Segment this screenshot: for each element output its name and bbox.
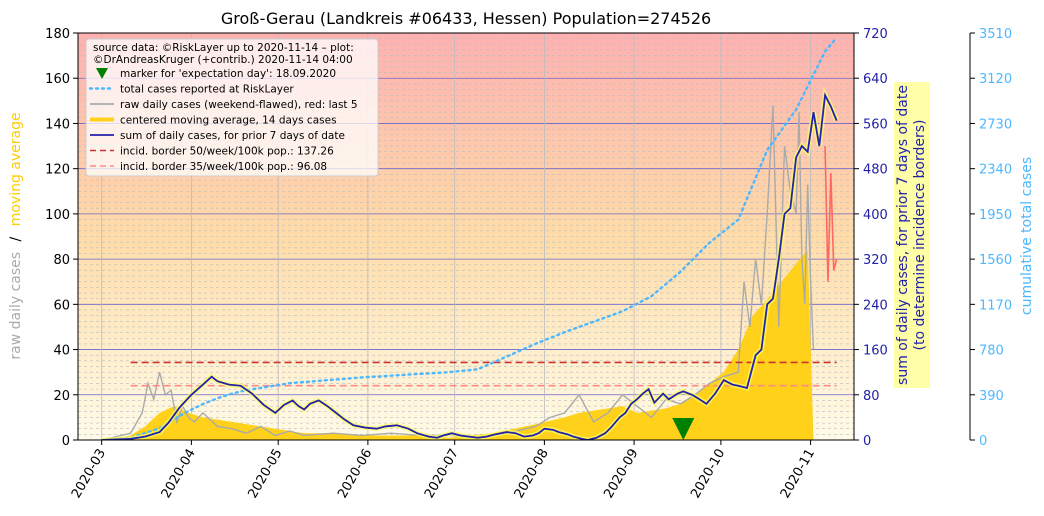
legend-item-label: sum of daily cases, for prior 7 days of … xyxy=(120,130,345,142)
y-right1-tick-label: 400 xyxy=(863,208,888,223)
legend: source data: ©RiskLayer up to 2020-11-14… xyxy=(85,38,379,177)
y-left-label-raw: raw daily cases xyxy=(8,252,24,360)
y-right1-tick-label: 160 xyxy=(863,344,888,359)
x-tick-label: 2020-06 xyxy=(335,447,375,502)
x-tick-label: 2020-09 xyxy=(601,447,641,502)
y-left-label-avg: moving average xyxy=(8,112,24,226)
y-left-label-sep: / xyxy=(8,236,24,241)
y-right1-tick-label: 480 xyxy=(863,163,888,178)
y-left-tick-label: 180 xyxy=(45,27,70,42)
y-right2-tick-label: 3510 xyxy=(979,27,1012,42)
x-tick-label: 2020-08 xyxy=(512,447,552,502)
y-left-tick-label: 80 xyxy=(53,253,70,268)
y-right1-label-line1: sum of daily cases, for prior 7 days of … xyxy=(895,85,911,385)
y-right1-tick-label: 720 xyxy=(863,27,888,42)
y-right1-tick-label: 320 xyxy=(863,253,888,268)
y-right2-tick-label: 2340 xyxy=(979,163,1012,178)
x-tick-label: 2020-11 xyxy=(778,447,818,502)
y-right1-tick-label: 0 xyxy=(863,434,871,449)
y-right2-tick-label: 1950 xyxy=(979,208,1012,223)
expectation-day-marker xyxy=(672,418,695,440)
x-tick-label: 2020-04 xyxy=(159,447,199,502)
x-tick-label: 2020-05 xyxy=(245,447,285,502)
recent-daily-cases-line xyxy=(824,146,838,282)
legend-item-label: incid. border 50/week/100k pop.: 137.26 xyxy=(120,146,334,158)
y-right2-tick-label: 1170 xyxy=(979,298,1012,313)
source-text-line2: ©DrAndreasKruger (+contrib.) 2020-11-14 … xyxy=(93,54,353,66)
y-right2-tick-label: 2730 xyxy=(979,117,1012,132)
legend-item-label: marker for 'expectation day': 18.09.2020 xyxy=(120,68,336,80)
x-tick-label: 2020-10 xyxy=(688,447,728,502)
y-left-tick-label: 0 xyxy=(62,434,70,449)
y-right2-label: cumulative total cases xyxy=(1019,157,1035,315)
source-text-line1: source data: ©RiskLayer up to 2020-11-14… xyxy=(93,42,354,54)
y-left-tick-label: 100 xyxy=(45,208,70,223)
y-right1-tick-label: 560 xyxy=(863,117,888,132)
x-tick-label: 2020-03 xyxy=(69,447,109,502)
cumulative-total-line xyxy=(100,36,838,440)
y-right2-tick-label: 1560 xyxy=(979,253,1012,268)
legend-item-label: raw daily cases (weekend-flawed), red: l… xyxy=(120,99,358,111)
y-right2-tick-label: 390 xyxy=(979,389,1004,404)
legend-item-label: incid. border 35/week/100k pop.: 96.08 xyxy=(120,161,327,173)
legend-marker-swatch xyxy=(96,68,108,79)
y-left-tick-label: 140 xyxy=(45,117,70,132)
legend-item-label: total cases reported at RiskLayer xyxy=(120,84,294,96)
chart-title: Groß-Gerau (Landkreis #06433, Hessen) Po… xyxy=(221,9,711,28)
y-right1-tick-label: 80 xyxy=(863,389,880,404)
y-left-label: raw daily cases / moving average xyxy=(8,112,24,359)
sum7-line xyxy=(101,92,838,440)
y-right1-tick-label: 640 xyxy=(863,72,888,87)
y-left-tick-label: 60 xyxy=(53,298,70,313)
x-tick-label: 2020-07 xyxy=(422,447,462,502)
y-left-tick-label: 20 xyxy=(53,389,70,404)
legend-item-label: centered moving average, 14 days cases xyxy=(120,115,337,127)
y-left-tick-label: 160 xyxy=(45,72,70,87)
y-right1-tick-label: 240 xyxy=(863,298,888,313)
plot-frame xyxy=(77,32,855,441)
y-right2-tick-label: 3120 xyxy=(979,72,1012,87)
y-right2-tick-label: 0 xyxy=(979,434,987,449)
y-left-tick-label: 40 xyxy=(53,344,70,359)
y-right1-label-line2: (to determine incidence borders) xyxy=(912,120,928,351)
y-right2-tick-label: 780 xyxy=(979,344,1004,359)
legend-box xyxy=(85,38,379,177)
y-right1-label-box xyxy=(894,82,930,388)
y-left-tick-label: 120 xyxy=(45,163,70,178)
